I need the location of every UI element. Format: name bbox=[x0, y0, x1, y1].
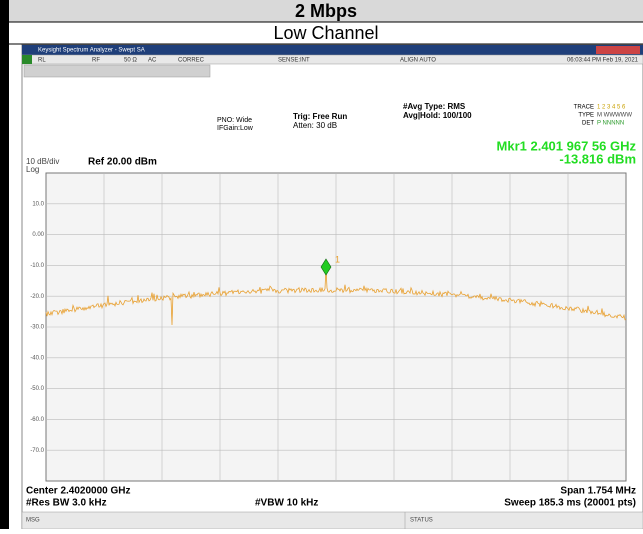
status-item: 50 Ω bbox=[124, 58, 137, 64]
status-item: AC bbox=[148, 58, 157, 64]
table-title: 2 Mbps bbox=[295, 1, 357, 21]
indicator bbox=[22, 55, 32, 64]
table-subtitle: Low Channel bbox=[273, 23, 378, 43]
left-border bbox=[0, 0, 9, 529]
sweep: Sweep 185.3 ms (20001 pts) bbox=[504, 498, 636, 509]
trace-nums: 1 2 3 4 5 6 bbox=[597, 105, 626, 111]
marker-label: 1 bbox=[335, 254, 340, 264]
status-item: RF bbox=[92, 58, 100, 64]
msg: MSG bbox=[26, 518, 40, 524]
ref-level: Ref 20.00 dBm bbox=[88, 157, 157, 168]
ifgain: IFGain:Low bbox=[217, 125, 254, 132]
y-label: -70.0 bbox=[30, 448, 44, 454]
scale-log: Log bbox=[26, 165, 39, 174]
marker-level: -13.816 dBm bbox=[559, 151, 636, 166]
det-value: P NNNNN bbox=[597, 121, 624, 127]
y-label: -50.0 bbox=[30, 386, 44, 392]
span: Span 1.754 MHz bbox=[560, 486, 636, 497]
type-value: M WWWWW bbox=[597, 113, 632, 119]
y-label: -20.0 bbox=[30, 294, 44, 300]
trig: Trig: Free Run bbox=[293, 112, 347, 121]
status-item: CORREC bbox=[178, 58, 205, 64]
y-label: -40.0 bbox=[30, 355, 44, 361]
det-label: DET bbox=[582, 121, 594, 127]
y-label: -30.0 bbox=[30, 325, 44, 331]
trace bbox=[45, 267, 627, 326]
y-label: 10.0 bbox=[32, 201, 44, 207]
y-label: -60.0 bbox=[30, 417, 44, 423]
status-items: RL RF 50 Ω AC CORREC SENSE:INT ALIGN AUTO 06:03… bbox=[38, 58, 639, 64]
window-title: Keysight Spectrum Analyzer - Swept SA bbox=[38, 48, 145, 54]
status-item: SENSE:INT bbox=[278, 58, 310, 64]
input-box bbox=[23, 64, 211, 78]
marker-freq: Mkr1 2.401 967 56 GHz bbox=[497, 138, 637, 153]
type-label: TYPE bbox=[578, 113, 594, 119]
status: STATUS bbox=[410, 518, 433, 524]
vbw: #VBW 10 kHz bbox=[255, 498, 318, 509]
status-item: ALIGN AUTO bbox=[400, 58, 436, 64]
scale-div: 10 dB/div bbox=[26, 157, 59, 166]
y-label: -10.0 bbox=[30, 263, 44, 269]
status-bar bbox=[21, 54, 643, 65]
avg-type: #Avg Type: RMS bbox=[403, 102, 466, 111]
atten: Atten: 30 dB bbox=[293, 121, 337, 130]
title-bar bbox=[22, 45, 643, 55]
bottom-bar bbox=[21, 511, 643, 530]
marker-diamond bbox=[320, 258, 332, 276]
status-item: 06:03:44 PM Feb 19, 2021 bbox=[567, 58, 639, 64]
pno: PNO: Wide bbox=[217, 117, 252, 124]
avg-hold: Avg|Hold: 100/100 bbox=[403, 111, 472, 120]
y-label: 0.00 bbox=[32, 232, 44, 238]
status-item: RL bbox=[38, 58, 46, 64]
center-freq: Center 2.4020000 GHz bbox=[26, 486, 131, 497]
grid: 10.0 0.00 -10.0 -20.0 -30.0 -40.0 -50.0 -60.0 -7… bbox=[30, 173, 626, 481]
trace-label: TRACE bbox=[574, 105, 594, 111]
rbw: #Res BW 3.0 kHz bbox=[26, 498, 107, 509]
header-row bbox=[0, 0, 643, 22]
window-buttons bbox=[596, 46, 640, 54]
